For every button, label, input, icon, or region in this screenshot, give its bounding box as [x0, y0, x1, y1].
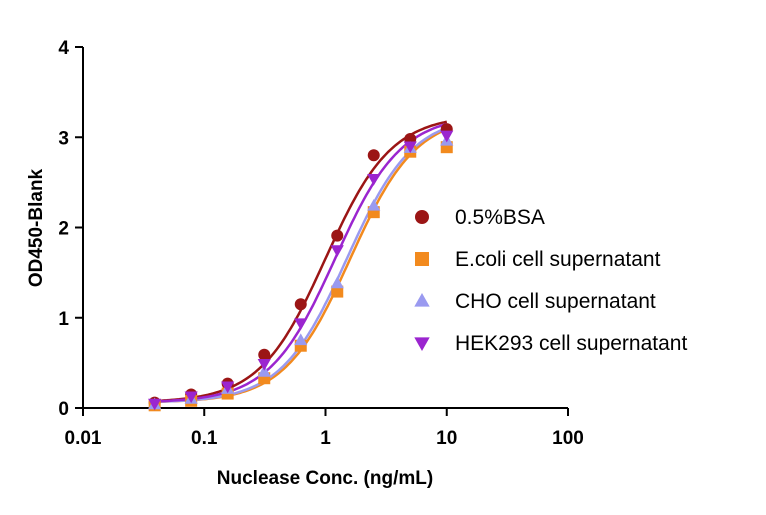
- x-tick-label: 10: [436, 428, 457, 449]
- legend-marker: [415, 252, 429, 266]
- y-tick-label: 4: [58, 38, 69, 59]
- legend-label: E.coli cell supernatant: [455, 248, 661, 271]
- legend-marker: [414, 292, 430, 307]
- x-tick-label: 100: [552, 428, 584, 449]
- fit-curves: [154, 120, 448, 404]
- y-tick-label: 2: [58, 219, 69, 240]
- data-point: [330, 276, 344, 289]
- x-tick-label: 0.1: [191, 428, 218, 449]
- legend-label: CHO cell supernatant: [455, 290, 656, 313]
- data-point: [403, 141, 417, 154]
- data-point: [258, 348, 271, 361]
- data-point: [367, 149, 380, 162]
- data-point: [221, 381, 235, 394]
- legend-marker: [415, 210, 429, 224]
- data-point: [331, 285, 344, 298]
- data-point: [367, 198, 381, 211]
- data-point: [440, 130, 454, 143]
- data-point: [294, 333, 308, 346]
- legend-label: 0.5%BSA: [455, 206, 545, 229]
- data-point: [184, 391, 198, 404]
- data-point: [294, 318, 308, 331]
- y-tick-label: 0: [58, 399, 69, 420]
- fit-curve: [154, 120, 448, 403]
- legend-marker: [414, 337, 430, 352]
- legend: 0.5%BSA E.coli cell supernatant CHO cell s…: [414, 206, 687, 355]
- y-tick-label: 1: [58, 309, 69, 330]
- ticks: 0.01 0.1 1 10 100 0 1 2 3 4: [58, 38, 583, 449]
- fit-curve: [154, 126, 448, 403]
- data-point: [367, 173, 381, 186]
- data-point: [331, 229, 344, 242]
- data-point: [148, 398, 162, 411]
- x-tick-label: 1: [320, 428, 331, 449]
- y-axis-title: OD450-Blank: [26, 168, 47, 287]
- fit-curve: [154, 122, 448, 403]
- data-point: [257, 358, 271, 371]
- fit-curve: [154, 128, 448, 404]
- data-point: [294, 298, 307, 311]
- data-points: [148, 123, 454, 412]
- data-point: [330, 245, 344, 257]
- x-axis-title: Nuclease Conc. (ng/mL): [217, 468, 433, 489]
- data-point: [257, 365, 271, 377]
- legend-label: HEK293 cell supernatant: [455, 332, 687, 355]
- y-tick-label: 3: [58, 128, 69, 149]
- x-tick-label: 0.01: [65, 428, 102, 449]
